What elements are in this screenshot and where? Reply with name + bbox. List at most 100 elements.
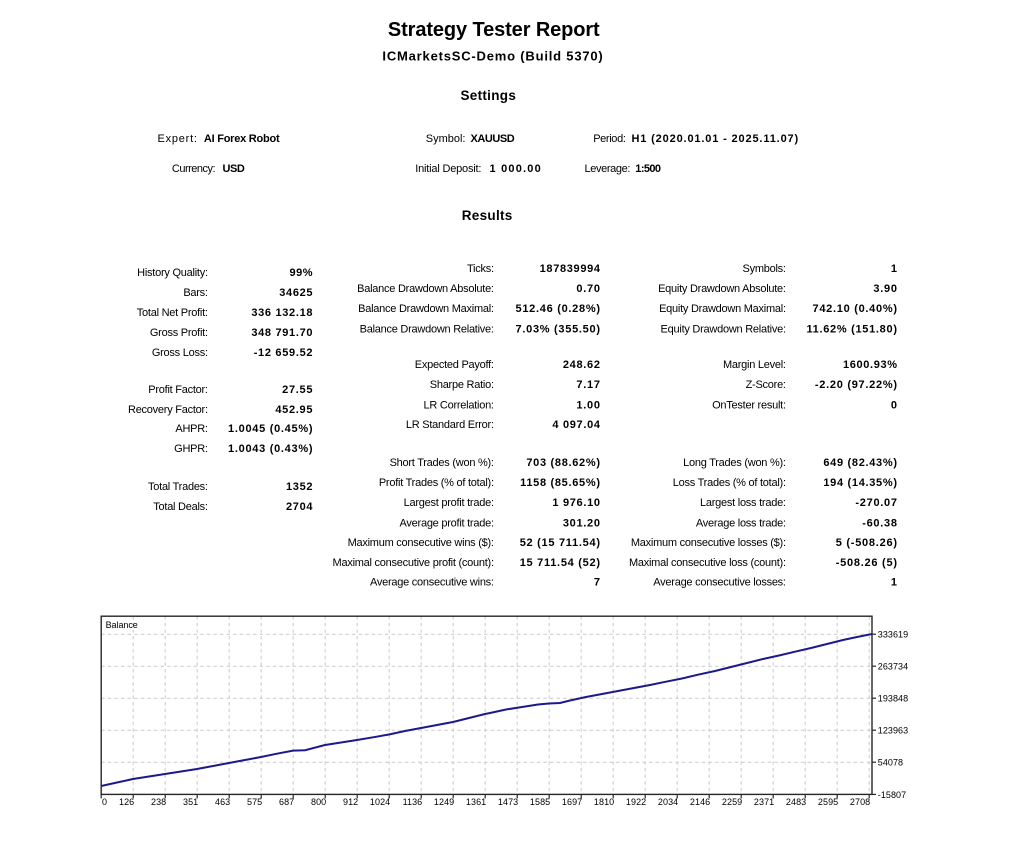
svg-text:AHPR:: AHPR: xyxy=(175,423,208,435)
svg-text:1.0043 (0.43%): 1.0043 (0.43%) xyxy=(228,443,313,455)
svg-text:2259: 2259 xyxy=(722,797,742,807)
svg-text:2708: 2708 xyxy=(850,797,870,807)
svg-text:194 (14.35%): 194 (14.35%) xyxy=(823,477,897,489)
svg-text:7.17: 7.17 xyxy=(576,379,600,391)
svg-text:4 097.04: 4 097.04 xyxy=(552,419,600,431)
svg-text:Strategy Tester Report: Strategy Tester Report xyxy=(388,19,600,41)
svg-text:Equity Drawdown Maximal:: Equity Drawdown Maximal: xyxy=(659,303,786,315)
svg-text:348 791.70: 348 791.70 xyxy=(251,327,313,339)
svg-text:Largest profit trade:: Largest profit trade: xyxy=(404,497,494,509)
svg-text:GHPR:: GHPR: xyxy=(174,443,208,455)
svg-text:2704: 2704 xyxy=(286,501,313,513)
svg-text:-60.38: -60.38 xyxy=(862,518,898,530)
svg-text:Balance Drawdown Maximal:: Balance Drawdown Maximal: xyxy=(358,303,494,315)
svg-text:1352: 1352 xyxy=(286,481,313,493)
svg-text:703 (88.62%): 703 (88.62%) xyxy=(526,457,600,469)
svg-text:1:500: 1:500 xyxy=(635,163,661,175)
svg-text:LR Standard Error:: LR Standard Error: xyxy=(406,419,494,431)
svg-text:3.90: 3.90 xyxy=(873,283,897,295)
svg-text:Bars:: Bars: xyxy=(183,287,208,299)
svg-text:Z-Score:: Z-Score: xyxy=(746,379,786,391)
svg-text:-15807: -15807 xyxy=(878,790,906,800)
svg-text:687: 687 xyxy=(279,797,294,807)
svg-text:Settings: Settings xyxy=(460,88,516,103)
svg-text:USD: USD xyxy=(223,163,245,175)
svg-text:7.03% (355.50): 7.03% (355.50) xyxy=(516,324,601,336)
svg-text:452.95: 452.95 xyxy=(275,404,313,416)
svg-text:Short Trades (won %):: Short Trades (won %): xyxy=(390,457,494,469)
svg-text:1158 (85.65%): 1158 (85.65%) xyxy=(520,477,601,489)
svg-text:15 711.54 (52): 15 711.54 (52) xyxy=(520,557,601,569)
svg-text:Average consecutive wins:: Average consecutive wins: xyxy=(370,577,494,589)
svg-text:-2.20 (97.22%): -2.20 (97.22%) xyxy=(815,379,898,391)
svg-text:7: 7 xyxy=(594,577,601,589)
svg-text:912: 912 xyxy=(343,797,358,807)
svg-text:1585: 1585 xyxy=(530,797,550,807)
svg-text:-508.26 (5): -508.26 (5) xyxy=(836,557,898,569)
svg-text:336 132.18: 336 132.18 xyxy=(251,307,313,319)
svg-text:263734: 263734 xyxy=(878,662,908,672)
svg-text:H1 (2020.01.01 - 2025.11.07): H1 (2020.01.01 - 2025.11.07) xyxy=(632,133,800,145)
svg-text:History Quality:: History Quality: xyxy=(137,267,208,279)
svg-text:AI Forex Robot: AI Forex Robot xyxy=(204,133,280,145)
svg-text:Loss Trades (% of total):: Loss Trades (% of total): xyxy=(673,477,786,489)
svg-text:Leverage:: Leverage: xyxy=(585,163,631,175)
svg-text:52 (15 711.54): 52 (15 711.54) xyxy=(520,537,601,549)
svg-text:1: 1 xyxy=(891,263,898,275)
svg-text:-12 659.52: -12 659.52 xyxy=(254,347,314,359)
svg-text:Initial Deposit:: Initial Deposit: xyxy=(415,163,481,175)
svg-text:Margin Level:: Margin Level: xyxy=(723,359,786,371)
svg-text:333619: 333619 xyxy=(878,630,908,640)
svg-text:1 976.10: 1 976.10 xyxy=(552,497,600,509)
svg-text:Sharpe Ratio:: Sharpe Ratio: xyxy=(430,379,494,391)
svg-text:Equity Drawdown Relative:: Equity Drawdown Relative: xyxy=(661,324,786,336)
svg-text:Currency:: Currency: xyxy=(172,163,216,175)
svg-text:OnTester result:: OnTester result: xyxy=(712,400,786,412)
svg-text:Gross Loss:: Gross Loss: xyxy=(152,347,208,359)
svg-text:11.62% (151.80): 11.62% (151.80) xyxy=(806,324,897,336)
svg-text:Symbol:: Symbol: xyxy=(426,133,466,145)
svg-text:Maximal consecutive loss (coun: Maximal consecutive loss (count): xyxy=(629,557,786,569)
svg-text:Expected Payoff:: Expected Payoff: xyxy=(415,359,494,371)
svg-text:463: 463 xyxy=(215,797,230,807)
svg-text:54078: 54078 xyxy=(878,758,903,768)
svg-text:0.70: 0.70 xyxy=(576,283,600,295)
svg-text:1.0045 (0.45%): 1.0045 (0.45%) xyxy=(228,423,313,435)
svg-text:Average consecutive losses:: Average consecutive losses: xyxy=(653,577,786,589)
svg-text:Equity Drawdown Absolute:: Equity Drawdown Absolute: xyxy=(658,283,786,295)
svg-text:351: 351 xyxy=(183,797,198,807)
svg-text:-270.07: -270.07 xyxy=(855,497,897,509)
svg-text:LR Correlation:: LR Correlation: xyxy=(424,400,494,412)
svg-text:1136: 1136 xyxy=(403,797,423,807)
svg-text:123963: 123963 xyxy=(878,726,908,736)
svg-text:Balance Drawdown Relative:: Balance Drawdown Relative: xyxy=(360,324,494,336)
svg-text:Profit Trades (% of total):: Profit Trades (% of total): xyxy=(379,477,494,489)
svg-text:1473: 1473 xyxy=(498,797,518,807)
svg-text:Maximum consecutive losses ($): Maximum consecutive losses ($): xyxy=(631,537,786,549)
svg-text:Maximal consecutive profit (co: Maximal consecutive profit (count): xyxy=(333,557,494,569)
svg-text:649 (82.43%): 649 (82.43%) xyxy=(823,457,897,469)
svg-text:248.62: 248.62 xyxy=(563,359,601,371)
svg-text:1361: 1361 xyxy=(466,797,486,807)
svg-text:2034: 2034 xyxy=(658,797,678,807)
svg-text:Expert:: Expert: xyxy=(157,133,197,145)
svg-text:1: 1 xyxy=(891,577,898,589)
svg-text:126: 126 xyxy=(119,797,134,807)
svg-text:0: 0 xyxy=(891,400,898,412)
svg-text:575: 575 xyxy=(247,797,262,807)
svg-text:238: 238 xyxy=(151,797,166,807)
svg-text:Balance Drawdown Absolute:: Balance Drawdown Absolute: xyxy=(357,283,494,295)
svg-text:2595: 2595 xyxy=(818,797,838,807)
svg-text:Total Trades:: Total Trades: xyxy=(148,481,208,493)
svg-text:Symbols:: Symbols: xyxy=(743,263,786,275)
svg-text:99%: 99% xyxy=(289,267,313,279)
svg-text:Maximum consecutive wins ($):: Maximum consecutive wins ($): xyxy=(348,537,494,549)
svg-text:Largest loss trade:: Largest loss trade: xyxy=(700,497,786,509)
svg-text:742.10 (0.40%): 742.10 (0.40%) xyxy=(813,303,898,315)
svg-text:2146: 2146 xyxy=(690,797,710,807)
svg-text:1024: 1024 xyxy=(370,797,390,807)
svg-text:Gross Profit:: Gross Profit: xyxy=(150,327,208,339)
svg-text:Total Deals:: Total Deals: xyxy=(153,501,208,513)
svg-text:Long Trades (won %):: Long Trades (won %): xyxy=(683,457,786,469)
svg-text:2483: 2483 xyxy=(786,797,806,807)
